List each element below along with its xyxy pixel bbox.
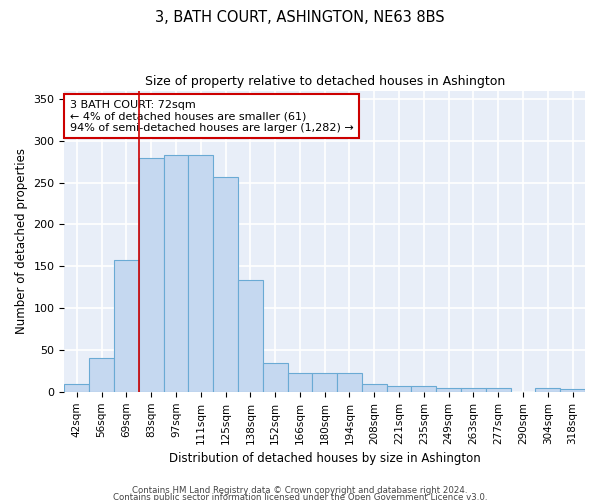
Bar	[560, 390, 585, 392]
Bar	[89, 358, 114, 392]
Bar	[461, 388, 486, 392]
Bar	[164, 155, 188, 392]
Title: Size of property relative to detached houses in Ashington: Size of property relative to detached ho…	[145, 75, 505, 88]
Bar	[535, 388, 560, 392]
Bar	[337, 372, 362, 392]
X-axis label: Distribution of detached houses by size in Ashington: Distribution of detached houses by size …	[169, 452, 481, 465]
Bar	[139, 158, 164, 392]
Text: 3, BATH COURT, ASHINGTON, NE63 8BS: 3, BATH COURT, ASHINGTON, NE63 8BS	[155, 10, 445, 25]
Bar	[263, 362, 287, 392]
Bar	[386, 386, 412, 392]
Text: 3 BATH COURT: 72sqm
← 4% of detached houses are smaller (61)
94% of semi-detache: 3 BATH COURT: 72sqm ← 4% of detached hou…	[70, 100, 353, 133]
Text: Contains public sector information licensed under the Open Government Licence v3: Contains public sector information licen…	[113, 494, 487, 500]
Bar	[238, 280, 263, 392]
Bar	[64, 384, 89, 392]
Bar	[188, 155, 213, 392]
Bar	[362, 384, 386, 392]
Text: Contains HM Land Registry data © Crown copyright and database right 2024.: Contains HM Land Registry data © Crown c…	[132, 486, 468, 495]
Bar	[486, 388, 511, 392]
Bar	[213, 177, 238, 392]
Bar	[313, 372, 337, 392]
Y-axis label: Number of detached properties: Number of detached properties	[15, 148, 28, 334]
Bar	[412, 386, 436, 392]
Bar	[287, 374, 313, 392]
Bar	[436, 388, 461, 392]
Bar	[114, 260, 139, 392]
